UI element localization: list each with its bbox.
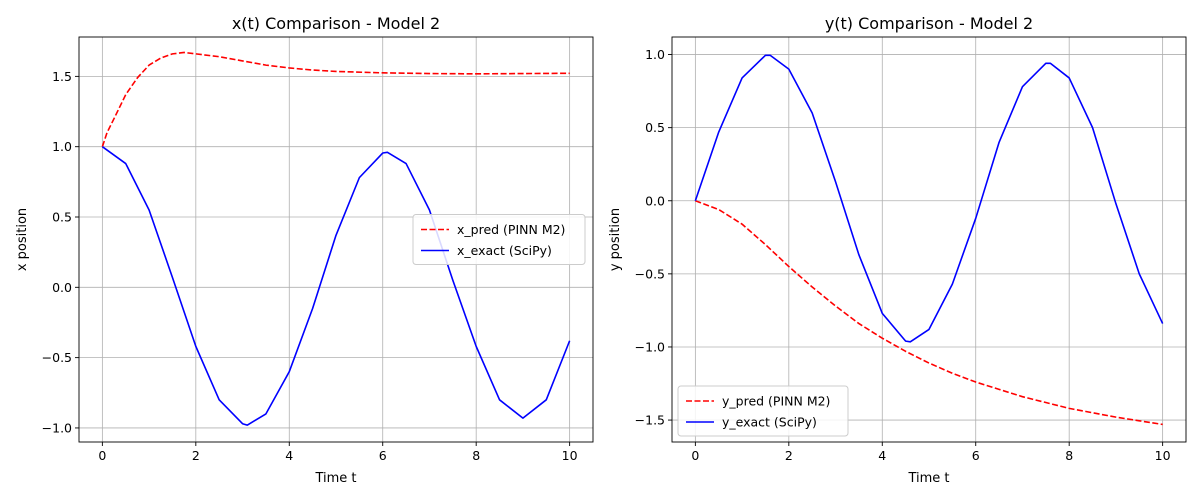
- legend-box: [677, 385, 849, 437]
- series-line-pred: [695, 200, 1163, 426]
- x-axis-label: Time t: [907, 471, 949, 486]
- y-tick-label: 1.0: [52, 139, 72, 154]
- y-tick-label: −0.5: [42, 350, 72, 365]
- y-tick-label: −1.0: [42, 420, 72, 435]
- y-tick-label: −1.0: [635, 339, 665, 354]
- y-tick-label: 1.5: [52, 69, 72, 84]
- legend: y_pred (PINN M2) y_exact (SciPy): [677, 385, 849, 437]
- y-tick-label: −1.5: [635, 413, 665, 428]
- legend-label: x_exact (SciPy): [457, 243, 552, 258]
- series-line-exact: [101, 146, 571, 426]
- x-tick-label: 10: [562, 448, 578, 463]
- chart-title: x(t) Comparison - Model 2: [232, 14, 440, 33]
- x-tick-label: 2: [785, 448, 793, 463]
- x-tick-label: 0: [691, 448, 699, 463]
- x-tick-label: 4: [878, 448, 886, 463]
- x-tick-label: 6: [972, 448, 980, 463]
- legend-box: [412, 214, 586, 265]
- y-tick-label: 0.5: [52, 210, 72, 225]
- plot-area: [672, 37, 1186, 442]
- x-tick-label: 10: [1155, 448, 1171, 463]
- axes-frame: [78, 36, 594, 443]
- series-line-pred: [101, 51, 570, 147]
- y-tick-label: 1.0: [645, 47, 665, 62]
- x-tick-label: 2: [192, 448, 200, 463]
- chart-panel-1: 0 2 4 6 8 10 −1.0 −0.5 0.0 0.5 1.0 1.5 x(t) Comparis…: [15, 14, 594, 486]
- x-tick-label: 6: [379, 448, 387, 463]
- x-tick-label: 8: [472, 448, 480, 463]
- y-tick-label: −0.5: [635, 266, 665, 281]
- chart-panel-2: 0 2 4 6 8 10 −1.5 −1.0 −0.5 0.0 0.5 1.0 y(t) Compari…: [608, 14, 1187, 486]
- legend-label: y_pred (PINN M2): [722, 394, 830, 409]
- x-tick-label: 0: [98, 448, 106, 463]
- legend-label: y_exact (SciPy): [722, 415, 817, 430]
- chart-title: y(t) Comparison - Model 2: [825, 14, 1033, 33]
- axes-frame: [671, 36, 1187, 443]
- y-axis-label: y position: [608, 208, 623, 271]
- legend-label: x_pred (PINN M2): [457, 222, 565, 237]
- legend: x_pred (PINN M2) x_exact (SciPy): [412, 214, 586, 265]
- y-tick-label: 0.0: [645, 193, 665, 208]
- x-tick-label: 4: [285, 448, 293, 463]
- y-tick-label: 0.5: [645, 120, 665, 135]
- series-line-exact: [694, 54, 1164, 343]
- x-tick-label: 8: [1065, 448, 1073, 463]
- y-tick-label: 0.0: [52, 280, 72, 295]
- x-axis-label: Time t: [314, 471, 356, 486]
- y-axis-label: x position: [15, 208, 30, 271]
